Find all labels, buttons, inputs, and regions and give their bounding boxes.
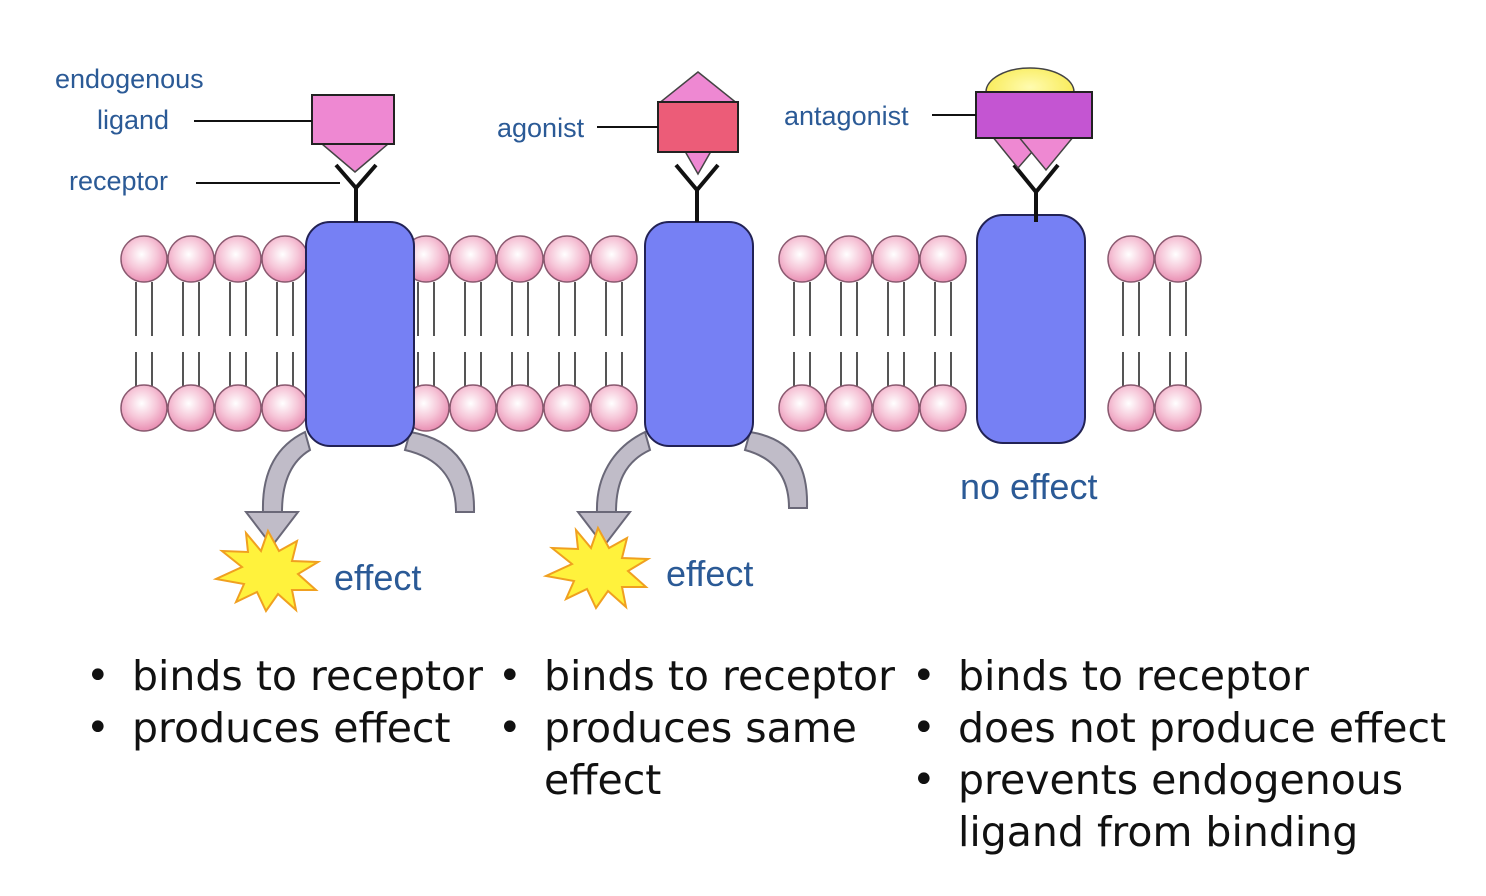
phospholipid-head <box>120 384 168 432</box>
phospholipid-head <box>167 384 215 432</box>
receptor-diagram: endogenous ligand receptor agonist antag… <box>55 64 1202 613</box>
phospholipid-head <box>543 235 591 283</box>
phospholipid-head <box>449 384 497 432</box>
phospholipid-head <box>1107 235 1155 283</box>
phospholipid-head <box>590 384 638 432</box>
label-receptor: receptor <box>69 166 168 196</box>
receptor-site-2 <box>674 163 720 222</box>
phospholipid-head <box>825 384 873 432</box>
bullet-item: binds to receptor <box>496 650 916 702</box>
phospholipid-head <box>214 235 262 283</box>
label-agonist: agonist <box>497 113 585 143</box>
phospholipid-head <box>1107 384 1155 432</box>
label-effect-1: effect <box>334 557 421 598</box>
receptor-protein-1 <box>305 221 415 447</box>
label-no-effect: no effect <box>960 466 1097 507</box>
label-antagonist: antagonist <box>784 101 909 131</box>
phospholipid-head <box>214 384 262 432</box>
phospholipid-head <box>1154 235 1202 283</box>
phospholipid-head <box>261 235 309 283</box>
bullet-list-agonist: binds to receptor produces same effect <box>496 650 916 806</box>
label-endogenous: endogenous <box>55 64 204 94</box>
antagonist-shape <box>975 67 1093 172</box>
phospholipid-head <box>1154 384 1202 432</box>
bullet-list-endogenous: binds to receptor produces effect <box>84 650 504 754</box>
bullet-item: binds to receptor <box>910 650 1470 702</box>
signal-arrow-2 <box>575 430 809 548</box>
endogenous-ligand-shape <box>311 94 395 173</box>
bullet-item: does not produce effect <box>910 702 1470 754</box>
phospholipid-head <box>120 235 168 283</box>
label-effect-2: effect <box>666 553 753 594</box>
signal-arrow-1 <box>243 430 476 548</box>
bullet-list-antagonist: binds to receptor does not produce effec… <box>910 650 1470 858</box>
label-ligand: ligand <box>97 105 169 135</box>
receptor-protein-2 <box>644 221 754 447</box>
phospholipid-head <box>496 384 544 432</box>
phospholipid-head <box>919 235 967 283</box>
effect-burst-icon <box>542 525 652 610</box>
phospholipid-head <box>919 384 967 432</box>
phospholipid-head <box>590 235 638 283</box>
lipid-tails <box>135 282 1187 388</box>
receptor-site-3 <box>1012 163 1060 222</box>
bullet-item: produces same effect <box>496 702 916 806</box>
phospholipid-head <box>449 235 497 283</box>
bullet-item: binds to receptor <box>84 650 504 702</box>
receptor-site-1 <box>334 163 378 222</box>
phospholipid-head <box>496 235 544 283</box>
phospholipid-head <box>825 235 873 283</box>
phospholipid-head <box>778 384 826 432</box>
effect-burst-icon <box>212 528 322 613</box>
phospholipid-head <box>872 384 920 432</box>
phospholipid-head <box>261 384 309 432</box>
phospholipid-heads-inner <box>120 384 1202 432</box>
phospholipid-head <box>778 235 826 283</box>
phospholipid-head <box>167 235 215 283</box>
receptor-protein-3 <box>976 214 1086 444</box>
bullet-item: produces effect <box>84 702 504 754</box>
bullet-item: prevents endogenous ligand from binding <box>910 754 1470 858</box>
phospholipid-head <box>543 384 591 432</box>
agonist-shape <box>657 71 739 176</box>
phospholipid-head <box>872 235 920 283</box>
